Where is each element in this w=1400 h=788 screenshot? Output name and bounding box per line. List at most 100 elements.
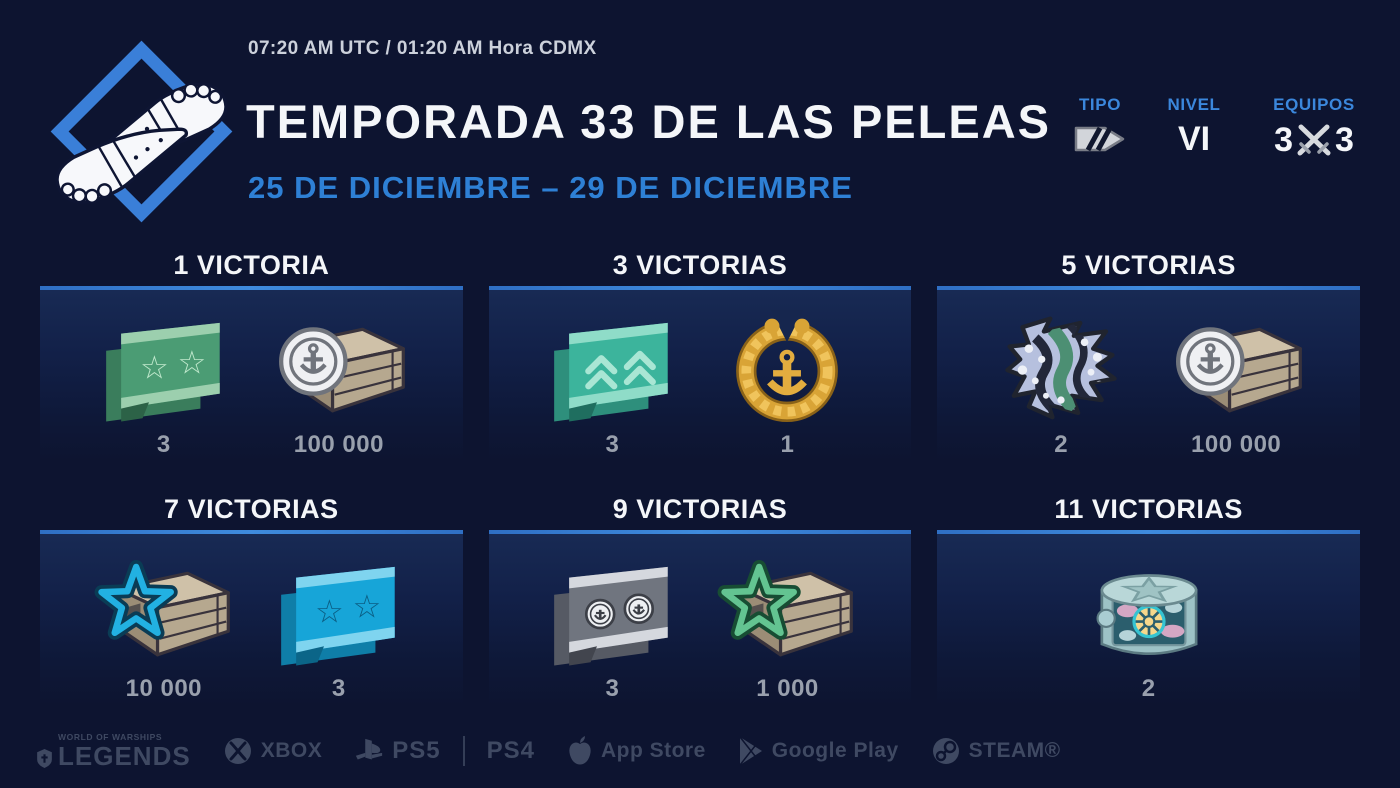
- event-meta: TIPO NIVEL VI EQUIPOS 3: [1068, 95, 1372, 158]
- card-divider: [488, 286, 912, 290]
- teams-right-value: 3: [1335, 121, 1354, 159]
- svg-text:☆: ☆: [315, 593, 344, 631]
- crossed-swords-icon: [1297, 124, 1331, 156]
- reward-item: 2: [979, 290, 1144, 462]
- page-title: TEMPORADA 33 DE LAS PELEAS: [246, 95, 1051, 148]
- signal-flags-teal-chevrons-icon: [554, 322, 669, 422]
- event-date-range: 25 DE DICIEMBRE – 29 DE DICIEMBRE: [248, 170, 853, 205]
- event-time: 07:20 AM UTC / 01:20 AM Hora CDMX: [248, 38, 597, 59]
- camouflage-icon: [1005, 316, 1117, 420]
- reward-card-9-victorias: 9 VICTORIAS: [488, 494, 912, 706]
- credits-crate-coin-icon: [1161, 310, 1303, 413]
- platform-label: Google Play: [771, 739, 899, 762]
- apple-icon: [569, 736, 591, 765]
- reward-quantity: 3: [156, 431, 171, 458]
- brand-line2: LEGENDS: [58, 740, 191, 771]
- meta-tier: NIVEL VI: [1162, 95, 1226, 158]
- type-label: TIPO: [1078, 95, 1122, 114]
- reward-item: ☆ ☆ 3: [81, 290, 246, 462]
- teams-label: EQUIPOS: [1273, 95, 1355, 114]
- platform-label: PS5: [392, 737, 441, 764]
- meta-type: TIPO: [1068, 95, 1132, 158]
- signal-flags-gray-coins-icon: [554, 566, 669, 666]
- reward-item: 100 000: [1154, 290, 1319, 462]
- reward-quantity: 1: [780, 431, 795, 458]
- card-body: 3 1 000: [488, 534, 912, 706]
- reward-card-1-victoria: 1 VICTORIA ☆ ☆ 3: [40, 250, 463, 462]
- reward-card-7-victorias: 7 VICTORIAS 10 000: [40, 494, 463, 706]
- platform-label: PS4: [486, 737, 535, 764]
- teams-left-value: 3: [1274, 121, 1293, 159]
- xbox-icon: [224, 738, 251, 764]
- reward-card-5-victorias: 5 VICTORIAS: [937, 250, 1360, 462]
- crate-green-star-xp-icon: [712, 554, 854, 657]
- signal-flags-blue-stars-icon: ☆ ☆: [280, 566, 395, 666]
- reward-item: 1: [705, 290, 870, 462]
- reward-quantity: 3: [605, 675, 620, 702]
- playstation-icon: [356, 738, 383, 760]
- card-body: 10 000 ☆ ☆ 3: [40, 534, 463, 706]
- platform-label: STEAM®: [968, 739, 1061, 762]
- reward-item: 3: [530, 534, 695, 706]
- card-divider: [937, 286, 1360, 290]
- footer-separator: [462, 736, 465, 766]
- reward-item: 2: [1066, 534, 1231, 706]
- card-body: 2: [937, 534, 1360, 706]
- card-divider: [937, 530, 1360, 534]
- credits-crate-coin-icon: [264, 310, 405, 413]
- card-title: 7 VICTORIAS: [164, 494, 339, 524]
- platform-label: XBOX: [260, 739, 323, 762]
- brawl-pennant-icon: [1074, 126, 1125, 152]
- reward-item: 3: [530, 290, 695, 462]
- platform-steam: STEAM®: [931, 736, 1061, 766]
- reward-quantity: 2: [1054, 431, 1069, 458]
- google-play-icon: [739, 736, 762, 766]
- card-title: 9 VICTORIAS: [612, 494, 788, 524]
- wows-shield-icon: [37, 748, 52, 768]
- steam-icon: [932, 738, 959, 764]
- tier-value: VI: [1177, 120, 1211, 158]
- card-body: 3: [488, 290, 912, 462]
- reward-quantity: 100 000: [293, 431, 384, 458]
- svg-text:☆: ☆: [140, 349, 169, 387]
- card-body: ☆ ☆ 3 100 000: [40, 290, 463, 462]
- platforms-footer: WORLD OF WARSHIPS LEGENDS XBOX PS5 PS4: [36, 726, 1061, 776]
- reward-quantity: 3: [331, 675, 346, 702]
- svg-text:☆: ☆: [352, 587, 381, 625]
- reward-quantity: 1 000: [756, 675, 819, 702]
- wows-legends-logo: WORLD OF WARSHIPS LEGENDS: [36, 733, 191, 769]
- meta-teams: EQUIPOS 3 3: [1256, 95, 1372, 158]
- card-title: 11 VICTORIAS: [1054, 494, 1243, 524]
- card-title: 1 VICTORIA: [173, 250, 330, 280]
- platform-google-play: Google Play: [738, 736, 899, 766]
- platform-xbox: XBOX: [223, 736, 323, 766]
- premium-container-icon: [1096, 574, 1198, 656]
- card-divider: [488, 530, 912, 534]
- gold-laurel-anchor-emblem-icon: [736, 310, 839, 423]
- platform-ps5: PS5: [354, 737, 440, 765]
- svg-text:☆: ☆: [177, 343, 206, 381]
- brand-line1: WORLD OF WARSHIPS: [58, 732, 163, 743]
- card-title: 3 VICTORIAS: [612, 250, 788, 280]
- platform-label: App Store: [600, 739, 706, 762]
- rewards-grid: 1 VICTORIA ☆ ☆ 3: [40, 250, 1360, 706]
- brawl-fists-diamond-logo: [48, 40, 233, 223]
- reward-card-3-victorias: 3 VICTORIAS: [488, 250, 912, 462]
- card-title: 5 VICTORIAS: [1061, 250, 1236, 280]
- reward-quantity: 2: [1141, 675, 1156, 702]
- card-divider: [40, 286, 463, 290]
- reward-quantity: 100 000: [1191, 431, 1282, 458]
- reward-item: 10 000: [81, 534, 246, 706]
- platform-ps4: PS4: [487, 737, 535, 765]
- tier-label: NIVEL: [1167, 95, 1221, 114]
- reward-item: 100 000: [256, 290, 421, 462]
- card-body: 2 100 000: [937, 290, 1360, 462]
- reward-item: ☆ ☆ 3: [256, 534, 421, 706]
- reward-quantity: 3: [605, 431, 620, 458]
- signal-flags-green-stars-icon: ☆ ☆: [105, 322, 220, 422]
- reward-quantity: 10 000: [125, 675, 203, 702]
- crate-blue-star-xp-icon: [89, 554, 230, 657]
- reward-item: 1 000: [705, 534, 870, 706]
- reward-card-11-victorias: 11 VICTORIAS: [937, 494, 1360, 706]
